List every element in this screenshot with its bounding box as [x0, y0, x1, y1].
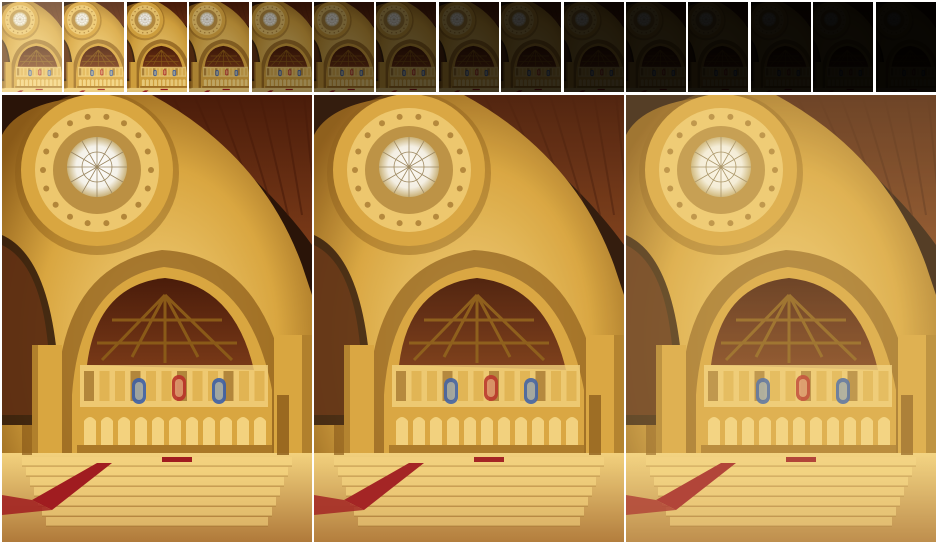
- exposure-thumbnail: [439, 2, 499, 92]
- exposure-thumbnail: [252, 2, 312, 92]
- exposure-thumbnail: [688, 2, 748, 92]
- exposure-thumbnail: [127, 2, 187, 92]
- exposure-thumbnail: [2, 2, 62, 92]
- exposure-thumbnail: [813, 2, 873, 92]
- exposure-thumbnail: [626, 2, 686, 92]
- render-middle-image: [314, 95, 624, 542]
- render-right: [626, 95, 936, 542]
- exposure-thumbnail: [564, 2, 624, 92]
- exposure-thumbnail: [64, 2, 124, 92]
- exposure-thumbnail: [314, 2, 374, 92]
- render-left-image: [2, 95, 312, 542]
- render-left: [2, 95, 312, 542]
- render-middle: [314, 95, 624, 542]
- render-right-image: [626, 95, 936, 542]
- exposure-bracket-strip: [2, 2, 937, 92]
- exposure-thumbnail: [189, 2, 249, 92]
- exposure-thumbnail: [876, 2, 936, 92]
- exposure-thumbnail: [376, 2, 436, 92]
- exposure-thumbnail: [751, 2, 811, 92]
- exposure-thumbnail: [501, 2, 561, 92]
